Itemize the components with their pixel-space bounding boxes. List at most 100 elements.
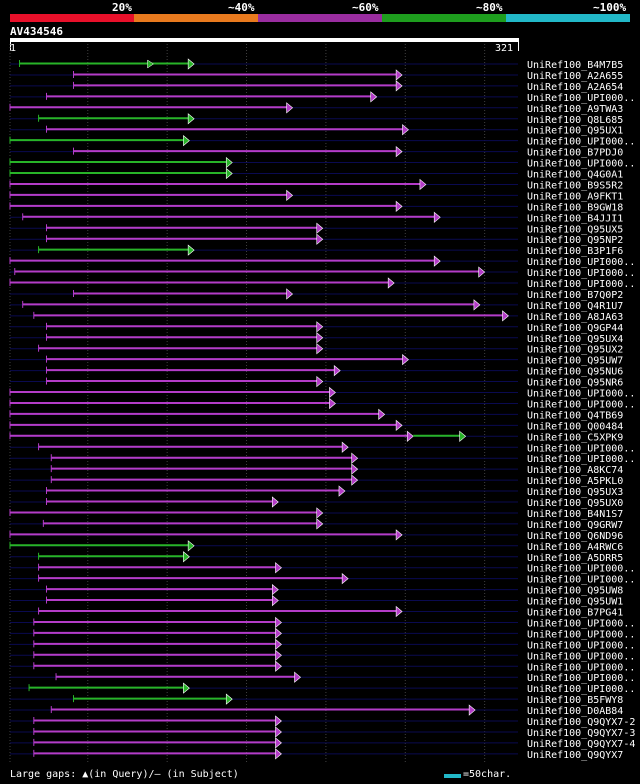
hit-row[interactable]: UniRef100_B5FWY8	[10, 693, 623, 706]
hit-label[interactable]: UniRef100_Q95UX3	[527, 487, 623, 498]
hit-row[interactable]: UniRef100_A8JA63	[10, 310, 623, 323]
hit-label[interactable]: UniRef100_Q9QYX7	[527, 750, 623, 761]
hit-label[interactable]: UniRef100_UPI000..	[527, 399, 635, 410]
hit-label[interactable]: UniRef100_B4M7B5	[527, 60, 623, 71]
hit-label[interactable]: UniRef100_Q6ND96	[527, 531, 623, 542]
hit-label[interactable]: UniRef100_C5XPK9	[527, 432, 623, 443]
hit-row[interactable]: UniRef100_UPI000..	[10, 649, 635, 662]
hit-row[interactable]: UniRef100_Q95UW8	[10, 583, 623, 597]
hit-row[interactable]: UniRef100_UPI000..	[10, 91, 635, 104]
hit-label[interactable]: UniRef100_A8KC74	[527, 465, 623, 476]
hit-row[interactable]: UniRef100_Q9QYX7-4	[10, 737, 635, 750]
hit-label[interactable]: UniRef100_Q95NU6	[527, 367, 623, 378]
hit-label[interactable]: UniRef100_D0AB84	[527, 706, 623, 717]
hit-label[interactable]: UniRef100_Q9QYX7-2	[527, 717, 635, 728]
hit-row[interactable]: UniRef100_Q4G0A1	[9, 167, 623, 181]
hit-label[interactable]: UniRef100_Q9QYX7-3	[527, 728, 635, 739]
hit-row[interactable]: UniRef100_Q95UW7	[10, 354, 623, 367]
hit-row[interactable]: UniRef100_Q9QYX7	[10, 748, 623, 761]
hit-row[interactable]: UniRef100_UPI000..	[10, 562, 635, 575]
hit-row[interactable]: UniRef100_Q95UX1	[10, 124, 623, 137]
hit-label[interactable]: UniRef100_UPI000..	[527, 673, 635, 684]
hit-row[interactable]: UniRef100_UPI000..	[10, 638, 635, 651]
hit-row[interactable]: UniRef100_Q4TB69	[9, 408, 623, 421]
hit-row[interactable]: UniRef100_UPI000..	[9, 397, 635, 410]
hit-row[interactable]: UniRef100_UPI000..	[9, 156, 635, 170]
hit-label[interactable]: UniRef100_Q4TB69	[527, 410, 623, 421]
hit-row[interactable]: UniRef100_Q95UX4	[10, 332, 623, 345]
hit-row[interactable]: UniRef100_UPI000..	[10, 660, 635, 673]
hit-label[interactable]: UniRef100_Q95UX1	[527, 126, 623, 137]
hit-label[interactable]: UniRef100_A2A654	[527, 82, 623, 93]
hit-row[interactable]: UniRef100_B7Q0P2	[10, 288, 623, 301]
hit-row[interactable]: UniRef100_B9S5R2	[9, 178, 623, 191]
hit-label[interactable]: UniRef100_Q9GRW7	[527, 520, 623, 531]
hit-row[interactable]: UniRef100_UPI000..	[9, 135, 635, 148]
hit-row[interactable]: UniRef100_Q00484	[9, 419, 623, 432]
hit-label[interactable]: UniRef100_Q95UX5	[527, 224, 623, 235]
hit-row[interactable]: UniRef100_B9GW18	[9, 200, 623, 213]
hit-row[interactable]: UniRef100_A5DRR5	[10, 551, 623, 564]
hit-row[interactable]: UniRef100_B4JJI1	[10, 211, 623, 224]
hit-row[interactable]: UniRef100_Q95UX2	[10, 343, 623, 356]
hit-label[interactable]: UniRef100_Q8L685	[527, 115, 623, 126]
hit-label[interactable]: UniRef100_UPI000..	[527, 443, 635, 454]
hit-row[interactable]: UniRef100_Q95NP2	[10, 233, 623, 246]
hit-row[interactable]: UniRef100_Q9GP44	[10, 321, 623, 334]
hit-label[interactable]: UniRef100_Q00484	[527, 421, 623, 432]
hit-row[interactable]: UniRef100_A2A655	[10, 69, 623, 82]
hit-row[interactable]: UniRef100_UPI000..	[10, 266, 635, 279]
hit-row[interactable]: UniRef100_Q95UW1	[10, 594, 623, 608]
hit-row[interactable]: UniRef100_UPI000..	[9, 277, 635, 290]
hit-label[interactable]: UniRef100_UPI000..	[527, 389, 635, 400]
hit-label[interactable]: UniRef100_UPI000..	[527, 640, 635, 651]
hit-row[interactable]: UniRef100_UPI000..	[10, 441, 635, 454]
hit-row[interactable]: UniRef100_B4N1S7	[9, 507, 623, 520]
hit-label[interactable]: UniRef100_B7Q0P2	[527, 290, 623, 301]
hit-row[interactable]: UniRef100_UPI000..	[10, 452, 635, 465]
hit-row[interactable]: UniRef100_Q4R1U7	[10, 299, 623, 312]
hit-row[interactable]: UniRef100_B3P1F6	[10, 244, 623, 257]
hit-label[interactable]: UniRef100_UPI000..	[527, 684, 635, 695]
hit-label[interactable]: UniRef100_UPI000..	[527, 279, 635, 290]
hit-row[interactable]: UniRef100_Q9QYX7-2	[10, 715, 635, 728]
hit-label[interactable]: UniRef100_B9S5R2	[527, 180, 623, 191]
hit-row[interactable]: UniRef100_UPI000..	[10, 627, 635, 640]
hit-label[interactable]: UniRef100_B5FWY8	[527, 695, 623, 706]
hit-label[interactable]: UniRef100_UPI000..	[527, 618, 635, 629]
hit-row[interactable]: UniRef100_B7PDJ0	[10, 145, 623, 159]
hit-row[interactable]: UniRef100_UPI000..	[10, 573, 635, 586]
hit-label[interactable]: UniRef100_UPI000..	[527, 575, 635, 586]
hit-label[interactable]: UniRef100_A5PKL0	[527, 476, 623, 487]
hit-row[interactable]: UniRef100_B7PG41	[10, 605, 623, 619]
hit-row[interactable]: UniRef100_UPI000..	[10, 616, 635, 629]
hit-row[interactable]: UniRef100_Q9QYX7-3	[10, 726, 635, 739]
hit-label[interactable]: UniRef100_UPI000..	[527, 268, 635, 279]
hit-label[interactable]: UniRef100_Q95UX4	[527, 334, 623, 345]
hit-label[interactable]: UniRef100_UPI000..	[527, 564, 635, 575]
hit-label[interactable]: UniRef100_Q95UW8	[527, 586, 623, 597]
hit-row[interactable]: UniRef100_Q9GRW7	[10, 518, 623, 531]
hit-row[interactable]: UniRef100_D0AB84	[10, 704, 623, 717]
hit-row[interactable]: UniRef100_B4M7B5	[10, 58, 623, 71]
hit-label[interactable]: UniRef100_UPI000..	[527, 93, 635, 104]
hit-row[interactable]: UniRef100_Q8L685	[10, 113, 623, 126]
hit-label[interactable]: UniRef100_B9GW18	[527, 202, 623, 213]
hit-label[interactable]: UniRef100_UPI000..	[527, 662, 635, 673]
hit-label[interactable]: UniRef100_B7PDJ0	[527, 148, 623, 159]
hit-label[interactable]: UniRef100_Q9QYX7-4	[527, 739, 635, 750]
hit-row[interactable]: UniRef100_A5PKL0	[10, 474, 623, 487]
hit-label[interactable]: UniRef100_Q9GP44	[527, 323, 623, 334]
hit-row[interactable]: UniRef100_Q95NU6	[10, 364, 623, 378]
hit-label[interactable]: UniRef100_A2A655	[527, 71, 623, 82]
hit-label[interactable]: UniRef100_Q95UW1	[527, 597, 623, 608]
hit-row[interactable]: UniRef100_A2A654	[10, 80, 623, 93]
hit-label[interactable]: UniRef100_A5DRR5	[527, 553, 623, 564]
hit-row[interactable]: UniRef100_UPI000..	[9, 386, 635, 400]
hit-row[interactable]: UniRef100_Q95UX3	[10, 485, 623, 498]
hit-row[interactable]: UniRef100_A9FKT1	[9, 189, 623, 202]
hit-label[interactable]: UniRef100_B3P1F6	[527, 246, 623, 257]
hit-label[interactable]: UniRef100_UPI000..	[527, 629, 635, 640]
hit-label[interactable]: UniRef100_UPI000..	[527, 257, 635, 268]
hit-label[interactable]: UniRef100_Q95UX2	[527, 345, 623, 356]
